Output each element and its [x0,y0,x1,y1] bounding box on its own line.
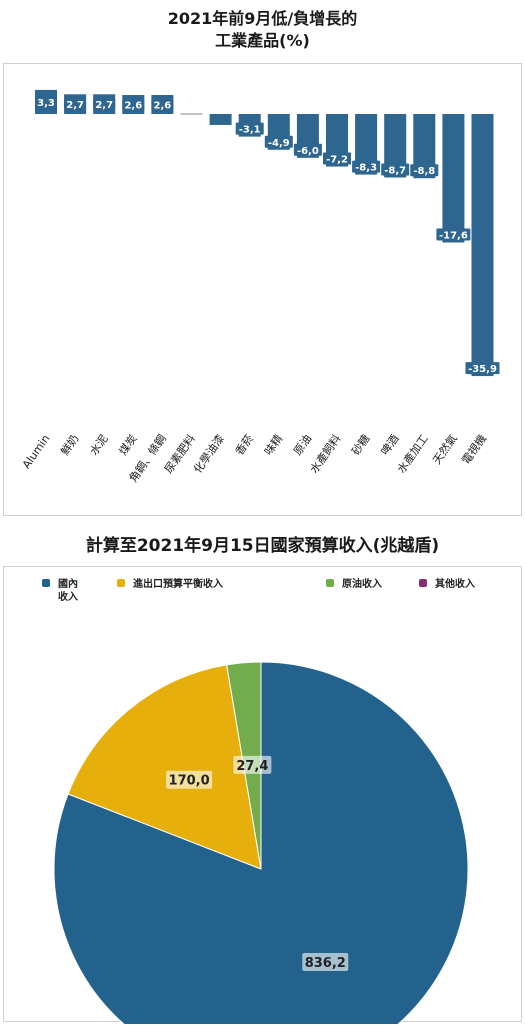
bar-category-label: 味精 [262,432,285,457]
bar-label-bg [151,98,174,111]
bar-label-bg [323,152,351,165]
pie-label-bg [302,952,349,971]
pie-label-bg [233,755,272,774]
bar-label-bg [235,122,264,135]
bar-category-label: 煤炭 [116,432,139,457]
bar-category-label: 香菸 [233,432,256,457]
bar [413,114,436,179]
legend-label: 其他收入 [435,577,475,590]
bar-category-label: 水泥 [87,432,110,457]
legend-swatch [117,579,125,587]
bar-category-label: 鮮奶 [57,432,81,458]
bar-category-label: 原油 [290,432,314,458]
bar-data-label: 2,7 [95,100,113,111]
bar [355,114,378,175]
bar-label-bg [436,228,471,241]
pie-data-label: 27,4 [236,759,268,774]
bar-chart-title-line1: 2021年前9月低/負增長的 [167,9,358,28]
pie-slice [67,664,262,870]
bar-label-bg [465,362,500,375]
bar-data-label: -4,9 [268,138,290,149]
bar-chart-frame [3,63,522,516]
bar-category-label: 砂糖 [348,432,372,458]
bar-label-bg [35,95,57,108]
bar-chart-panel: 2021年前9月低/負增長的 工業產品(%) 3,3 Alumin 2,7 鮮奶 2,7… [3,9,522,516]
bar-data-label: -3,1 [239,125,261,136]
bar-data-label: -35,9 [468,364,497,375]
legend-label: 進出口預算平衡收入 [133,577,223,590]
bar-data-label: -7,2 [326,155,348,166]
bar-data-label: -8,7 [384,166,406,177]
bar [384,114,407,178]
bar-label-bg [410,164,439,177]
legend-swatch [326,579,334,587]
bar-category-label: 啤酒 [378,432,402,458]
bar-category-label: 天然氣 [429,432,459,467]
legend-label: 收入 [58,590,78,603]
bar-category-label: Alumin [20,432,53,471]
bar-label-bg [293,143,322,156]
bar-data-label: 2,7 [66,100,84,111]
bar-label-bg [352,160,381,173]
bar [442,114,465,243]
legend-label: 國內 [58,577,78,590]
legend-label: 原油收入 [342,577,382,590]
bar-label-bg [93,98,116,111]
bar-label-bg [122,98,145,111]
bar-data-label: 2,6 [124,101,142,112]
pie-data-label: 170,0 [169,774,210,789]
pie-data-label: 836,2 [305,956,346,971]
bar [471,114,494,377]
bar-data-label: -17,6 [439,230,468,241]
bar-chart-title-line2: 工業產品(%) [215,31,310,50]
pie-label-bg [166,770,213,789]
bar-data-label: -8,3 [355,163,377,174]
bar-data-label: -8,8 [413,166,435,177]
bar-data-label: 2,6 [154,101,172,112]
bar-data-label: 3,3 [37,98,55,109]
bar-chart: 3,3Alumin2,7鮮奶2,7水泥2,6煤炭2,6角鋼、條鋼尿素肥料化學油漆… [3,63,522,516]
bar-label-bg [64,98,87,111]
legend-swatch [419,579,427,587]
legend-swatch [42,579,50,587]
pie-chart-panel: 計算至2021年9月15日國家預算收入(兆越盾) 836,2 170,0 27,4 國… [0,528,525,1028]
bar-label-bg [264,135,293,148]
bar [209,114,232,125]
pie-chart-title: 計算至2021年9月15日國家預算收入(兆越盾) [85,536,440,556]
bar-label-bg [381,163,410,176]
bar-category-label: 電視機 [459,432,489,467]
bar-data-label: -6,0 [297,146,319,157]
